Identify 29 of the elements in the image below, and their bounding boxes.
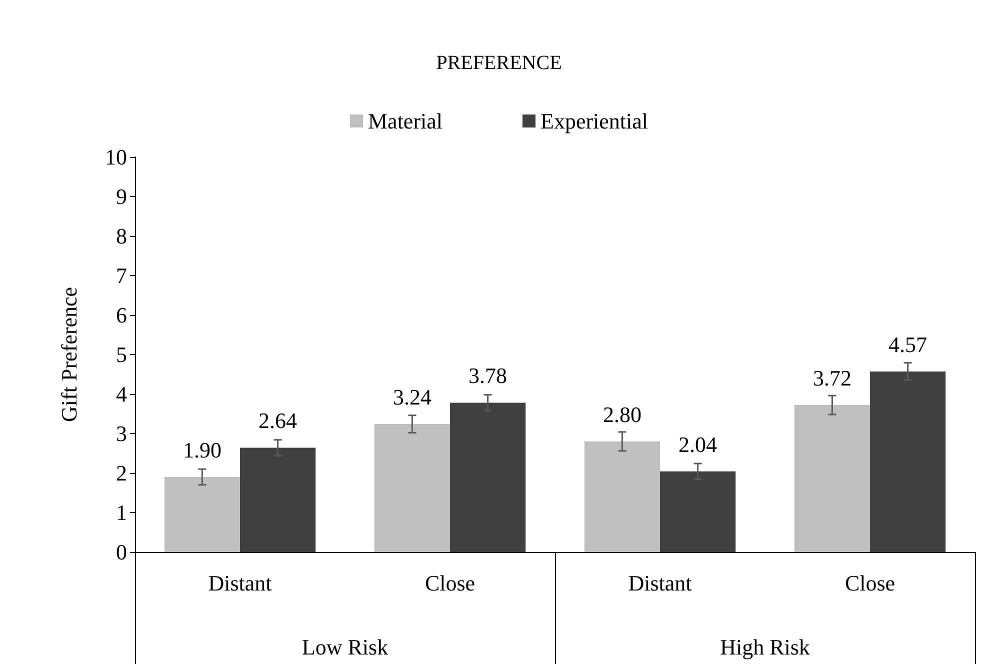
y-tick-label: 1: [116, 500, 127, 525]
y-tick-label: 10: [105, 144, 127, 170]
legend-label: Material: [368, 108, 443, 134]
x-tick-label: Distant: [628, 570, 692, 596]
chart-title: PREFERENCE: [436, 52, 562, 74]
x-tick-label: Distant: [208, 570, 272, 596]
data-label: 2.80: [602, 402, 642, 427]
y-tick-label: 8: [116, 224, 127, 248]
data-label: 4.57: [888, 332, 928, 357]
data-label: 2.64: [258, 408, 298, 434]
legend-label: Experiential: [540, 108, 648, 134]
data-label: 1.90: [182, 437, 222, 462]
y-tick-label: 5: [116, 342, 127, 367]
x-tick-label: Close: [844, 570, 896, 596]
data-label: 2.04: [678, 432, 718, 457]
data-label: 3.24: [392, 384, 432, 410]
x-tick-label: Close: [424, 570, 476, 596]
y-axis-title: Gift Preference: [56, 287, 82, 422]
y-tick-label: 2: [116, 460, 127, 486]
text: Low Risk: [302, 634, 388, 660]
data-label: 3.72: [812, 366, 852, 391]
text: High Risk: [720, 634, 810, 660]
y-tick-label: 0: [116, 540, 127, 564]
y-tick-label: 3: [116, 421, 127, 446]
y-tick-label: 4: [116, 382, 127, 406]
y-tick-label: 6: [116, 302, 127, 328]
y-tick-label: 9: [116, 184, 127, 209]
y-tick-label: 7: [116, 263, 127, 288]
data-label: 3.78: [468, 363, 508, 388]
